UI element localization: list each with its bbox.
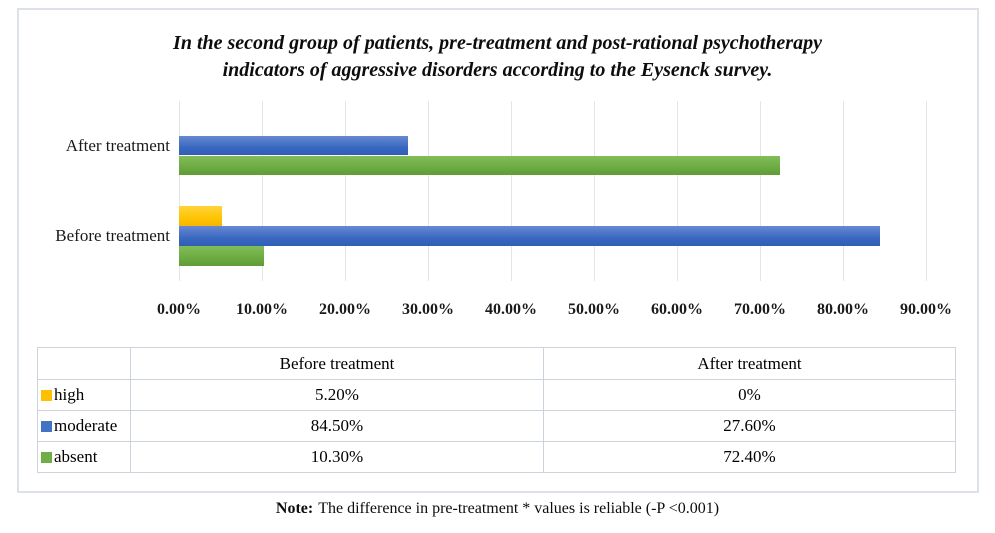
table-row-absent: absent 10.30% 72.40% — [37, 441, 956, 473]
value-moderate-after: 27.60% — [543, 410, 956, 442]
chart-title: In the second group of patients, pre-tre… — [0, 30, 995, 84]
footnote-text: The difference in pre-treatment * values… — [318, 500, 720, 517]
tick-label-80.00%: 80.00% — [817, 301, 869, 318]
gridline-10.00% — [262, 101, 263, 281]
bar-moderate-after-treatment — [179, 135, 409, 156]
data-table: Before treatment After treatment high 5.20%… — [37, 347, 956, 473]
table-header-row: Before treatment After treatment — [37, 347, 956, 380]
gridline-60.00% — [677, 101, 678, 281]
series-label-absent: absent — [37, 441, 131, 473]
gridline-70.00% — [760, 101, 761, 281]
gridline-90.00% — [926, 101, 927, 281]
legend-key-high-icon — [41, 390, 52, 401]
table-row-moderate: moderate 84.50% 27.60% — [37, 410, 956, 442]
legend-key-moderate-icon — [41, 421, 52, 432]
tick-label-50.00%: 50.00% — [568, 301, 620, 318]
gridline-80.00% — [843, 101, 844, 281]
footnote: Note: The difference in pre-treatment * v… — [0, 500, 995, 518]
table-row-high: high 5.20% 0% — [37, 379, 956, 411]
tick-label-40.00%: 40.00% — [485, 301, 537, 318]
category-label-before-treatment: Before treatment — [55, 226, 170, 245]
bar-absent-after-treatment — [179, 155, 780, 176]
plot-area — [179, 101, 927, 281]
gridline-40.00% — [511, 101, 512, 281]
tick-label-10.00%: 10.00% — [236, 301, 288, 318]
value-high-after: 0% — [543, 379, 956, 411]
table-corner-cell — [37, 347, 131, 380]
gridline-30.00% — [428, 101, 429, 281]
bar-high-before-treatment — [179, 206, 223, 226]
gridline-50.00% — [594, 101, 595, 281]
tick-label-0.00%: 0.00% — [157, 301, 201, 318]
chart-title-line-1: In the second group of patients, pre-tre… — [173, 32, 822, 54]
table-header-before-treatment: Before treatment — [130, 347, 544, 380]
series-label-high: high — [37, 379, 131, 411]
tick-label-90.00%: 90.00% — [900, 301, 952, 318]
footnote-prefix: Note: — [275, 500, 314, 517]
gridline-0.00% — [179, 101, 180, 281]
tick-label-70.00%: 70.00% — [734, 301, 786, 318]
value-absent-before: 10.30% — [130, 441, 544, 473]
value-moderate-before: 84.50% — [130, 410, 544, 442]
value-high-before: 5.20% — [130, 379, 544, 411]
tick-label-30.00%: 30.00% — [402, 301, 454, 318]
bar-moderate-before-treatment — [179, 226, 881, 246]
table-header-after-treatment: After treatment — [543, 347, 956, 380]
chart-title-line-2: indicators of aggressive disorders accor… — [222, 59, 773, 81]
legend-key-absent-icon — [41, 452, 52, 463]
value-absent-after: 72.40% — [543, 441, 956, 473]
category-label-after-treatment: After treatment — [65, 135, 170, 155]
gridline-20.00% — [345, 101, 346, 281]
tick-label-20.00%: 20.00% — [319, 301, 371, 318]
bar-absent-before-treatment — [179, 246, 265, 266]
tick-label-60.00%: 60.00% — [651, 301, 703, 318]
series-label-moderate: moderate — [37, 410, 131, 442]
